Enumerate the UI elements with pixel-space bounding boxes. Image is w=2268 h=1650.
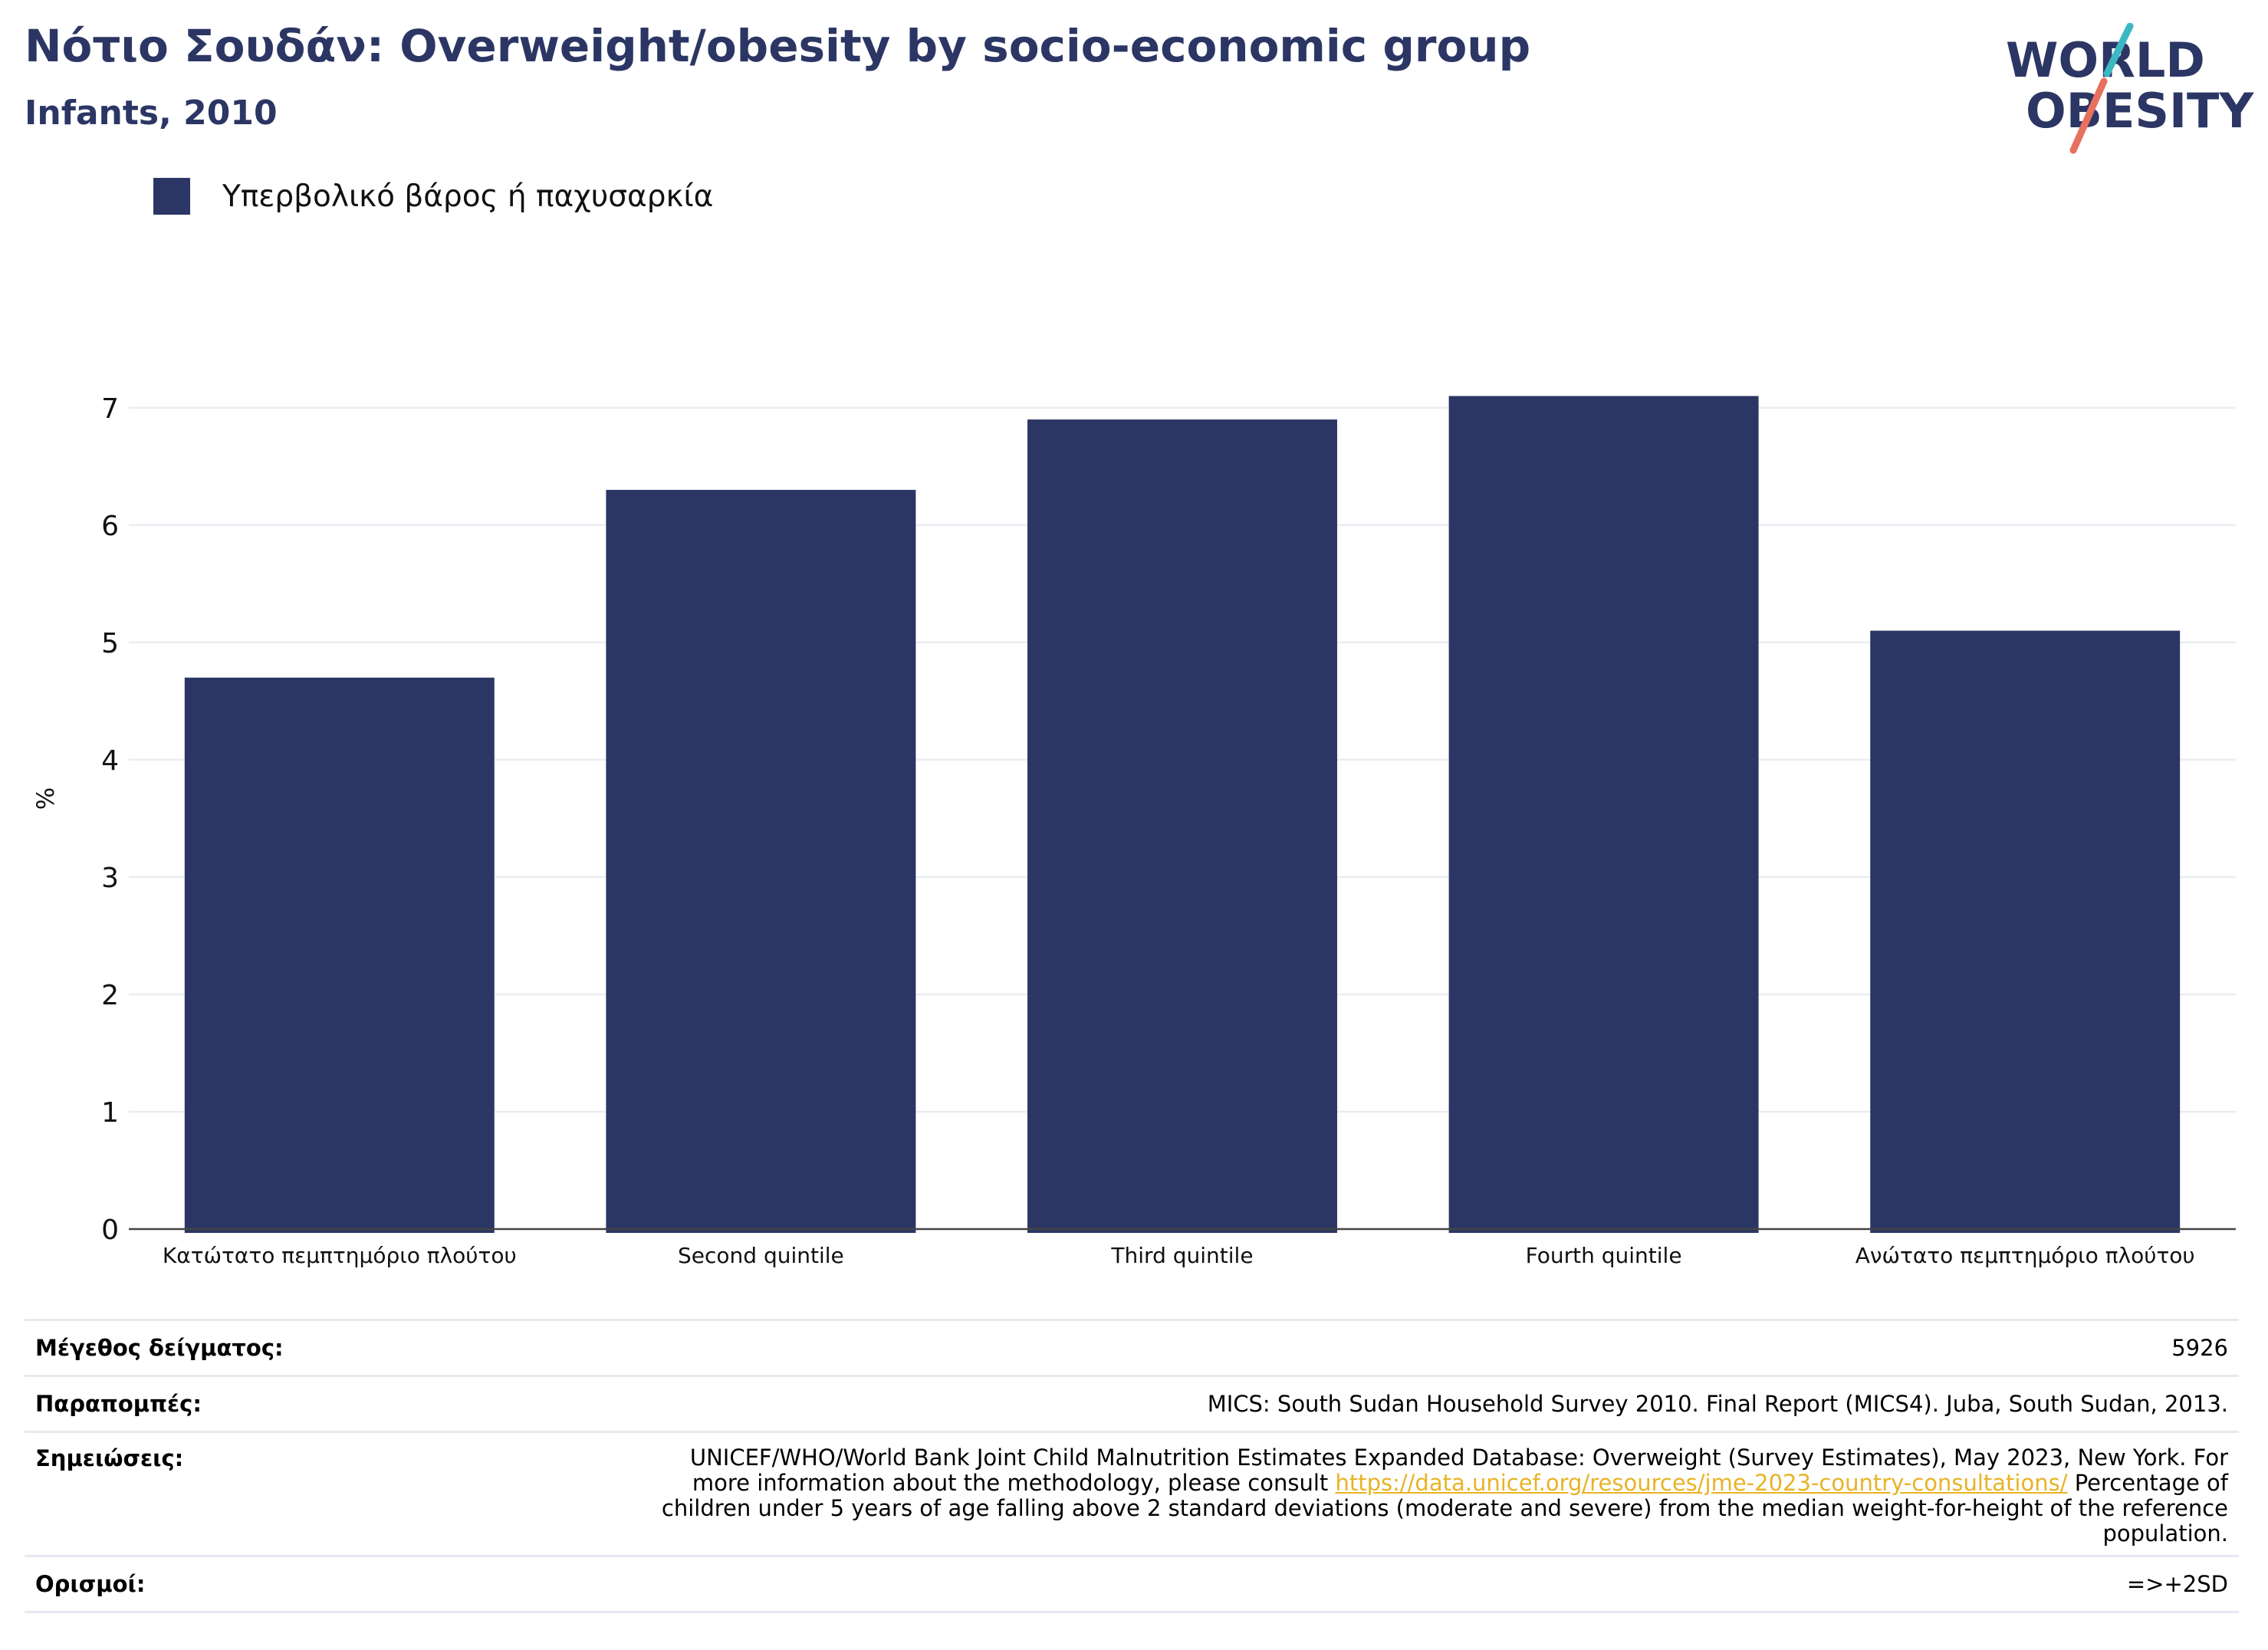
definitions-value: =>+2SD (2126, 1570, 2228, 1597)
world-obesity-logo: WORLD OBESITY (2006, 23, 2254, 154)
logo-slash-red (2069, 77, 2108, 154)
notes-label: Σημειώσεις: (35, 1445, 184, 1471)
legend: Υπερβολικό βάρος ή παχυσαρκία (153, 176, 713, 216)
logo-line2: OBESITY (2026, 83, 2254, 139)
y-tick-label: 7 (101, 393, 119, 425)
logo-slash-teal (2103, 23, 2134, 77)
info-row-sample: Μέγεθος δείγματος: 5926 (25, 1319, 2239, 1375)
info-row-references: Παραπομπές: MICS: South Sudan Household … (25, 1375, 2239, 1431)
sample-size-value: 5926 (2171, 1334, 2228, 1361)
chart-subtitle: Infants, 2010 (25, 94, 278, 133)
x-tick-label: Third quintile (1110, 1243, 1253, 1268)
bars (184, 396, 2181, 1233)
x-tick-label: Second quintile (678, 1243, 844, 1268)
notes-line2-pre: more information about the methodology, … (692, 1470, 1329, 1496)
y-tick-label: 3 (101, 863, 119, 894)
y-tick-label: 6 (101, 511, 119, 542)
x-axis-ticks: Κατώτατο πεμπτημόριο πλούτου Second quint… (163, 1243, 2195, 1268)
y-axis-label: % (32, 787, 60, 810)
y-tick-label: 4 (101, 745, 119, 777)
x-tick-label: Κατώτατο πεμπτημόριο πλούτου (163, 1243, 517, 1268)
x-tick-label: Ανώτατο πεμπτημόριο πλούτου (1855, 1243, 2195, 1268)
notes-line4: population. (2102, 1520, 2228, 1546)
y-axis-ticks: 0 1 2 3 4 5 6 7 (101, 393, 119, 1246)
chart-title: Νότιο Σουδάν: Overweight/obesity by soci… (25, 20, 1531, 72)
methodology-link[interactable]: https://data.unicef.org/resources/jme-20… (1335, 1470, 2068, 1496)
x-tick-label: Fourth quintile (1526, 1243, 1682, 1268)
bar-1 (606, 489, 916, 1233)
info-row-definitions: Ορισμοί: =>+2SD (25, 1555, 2239, 1613)
y-tick-label: 0 (101, 1214, 119, 1246)
y-tick-label: 2 (101, 980, 119, 1011)
references-value: MICS: South Sudan Household Survey 2010.… (1207, 1390, 2228, 1417)
references-label: Παραπομπές: (35, 1391, 202, 1417)
notes-line1: UNICEF/WHO/World Bank Joint Child Malnut… (689, 1445, 2228, 1471)
legend-label: Υπερβολικό βάρος ή παχυσαρκία (222, 179, 714, 214)
bar-3 (1448, 396, 1759, 1233)
bar-4 (1870, 630, 2181, 1233)
y-tick-label: 1 (101, 1097, 119, 1129)
y-tick-label: 5 (101, 628, 119, 659)
sample-size-label: Μέγεθος δείγματος: (35, 1335, 284, 1361)
bar-0 (184, 677, 495, 1233)
bar-2 (1027, 419, 1337, 1233)
notes-line3: children under 5 years of age falling ab… (661, 1495, 2228, 1521)
notes-line2-post: Percentage of (2074, 1470, 2228, 1496)
info-row-notes: Σημειώσεις: UNICEF/WHO/World Bank Joint … (25, 1431, 2239, 1555)
info-table: Μέγεθος δείγματος: 5926 Παραπομπές: MICS… (25, 1319, 2239, 1613)
definitions-label: Ορισμοί: (35, 1571, 146, 1597)
notes-value: UNICEF/WHO/World Bank Joint Child Malnut… (662, 1445, 2239, 1546)
bar-chart: 0 1 2 3 4 5 6 7 Κατώτατο πεμπτημόριο πλούτου Sec… (32, 393, 2236, 1268)
legend-swatch (153, 178, 190, 215)
